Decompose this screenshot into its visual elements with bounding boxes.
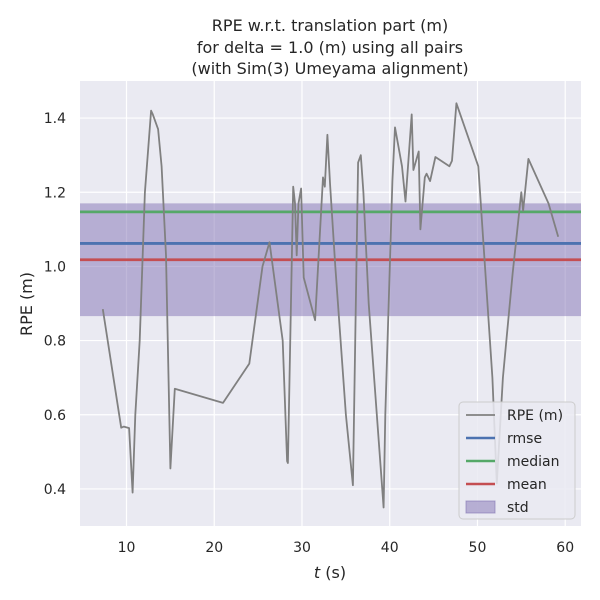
chart-title: RPE w.r.t. translation part (m) for delt… xyxy=(191,16,468,78)
chart-title-line-3: (with Sim(3) Umeyama alignment) xyxy=(191,59,468,78)
legend-item: rmse xyxy=(466,431,542,447)
y-tick-label: 0.8 xyxy=(44,334,66,350)
legend-label: mean xyxy=(507,477,547,493)
chart-title-line-2: for delta = 1.0 (m) using all pairs xyxy=(197,38,463,57)
legend-swatch-patch xyxy=(465,500,496,514)
x-tick-label: 40 xyxy=(381,540,399,556)
legend-label: RPE (m) xyxy=(507,408,563,424)
x-tick-label: 30 xyxy=(293,540,311,556)
y-tick-label: 0.4 xyxy=(44,482,66,498)
legend-item: median xyxy=(466,454,559,470)
x-tick-label: 20 xyxy=(205,540,223,556)
legend-item: std xyxy=(465,500,529,516)
legend-item: mean xyxy=(466,477,547,493)
y-tick-label: 0.6 xyxy=(44,408,66,424)
y-tick-label: 1.0 xyxy=(44,259,66,275)
series-layer xyxy=(101,102,560,509)
x-tick-label: 60 xyxy=(556,540,574,556)
legend: RPE (m) rmse median mean std xyxy=(458,401,576,520)
chart-title-line-1: RPE w.r.t. translation part (m) xyxy=(212,16,448,35)
x-axis-ticks: 10 20 30 40 50 60 xyxy=(118,540,575,556)
legend-label: rmse xyxy=(507,431,542,447)
legend-label: median xyxy=(507,454,559,470)
legend-label: std xyxy=(507,500,529,516)
legend-box xyxy=(458,401,576,520)
y-axis-ticks: 0.4 0.6 0.8 1.0 1.2 1.4 xyxy=(44,111,66,498)
y-tick-label: 1.4 xyxy=(44,111,66,127)
x-axis-label: t (s) xyxy=(314,563,346,582)
rpe-series-line xyxy=(101,102,560,509)
y-tick-label: 1.2 xyxy=(44,185,66,201)
y-axis-label: RPE (m) xyxy=(17,272,36,336)
x-tick-label: 50 xyxy=(469,540,487,556)
legend-item: RPE (m) xyxy=(466,408,563,424)
x-tick-label: 10 xyxy=(118,540,136,556)
